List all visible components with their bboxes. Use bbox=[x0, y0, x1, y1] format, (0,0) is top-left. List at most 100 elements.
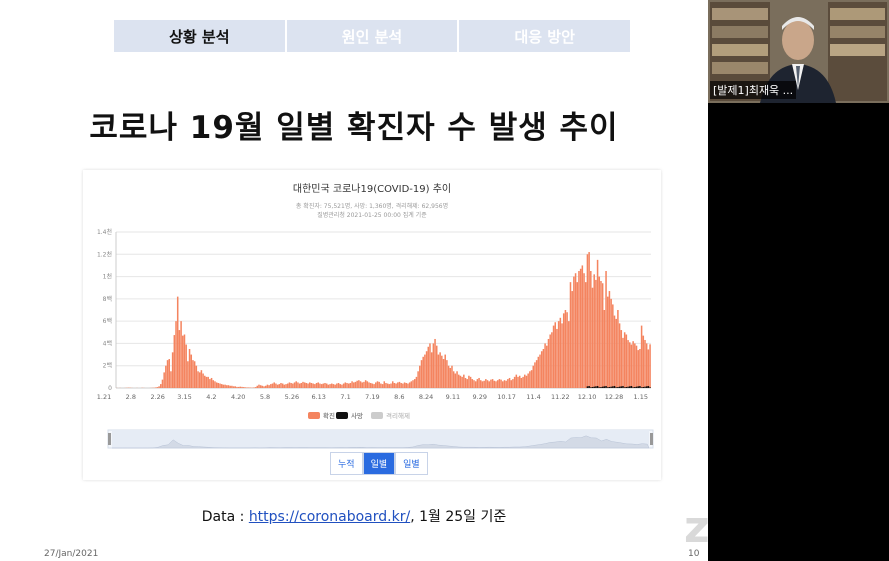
confirmed-bar bbox=[295, 381, 297, 388]
confirmed-bar bbox=[176, 296, 179, 388]
confirmed-bar bbox=[385, 382, 387, 388]
death-bar bbox=[603, 386, 606, 388]
confirmed-bar bbox=[485, 379, 487, 388]
navigator-handle-left bbox=[108, 433, 111, 445]
confirmed-bar bbox=[417, 371, 419, 388]
confirmed-bar bbox=[336, 383, 338, 388]
confirmed-bar bbox=[173, 335, 176, 388]
confirmed-bar bbox=[381, 384, 384, 388]
confirmed-bar bbox=[554, 322, 557, 388]
confirmed-bar bbox=[642, 335, 645, 388]
confirmed-bar bbox=[645, 343, 648, 388]
confirmed-bar bbox=[266, 384, 269, 388]
confirmed-bar bbox=[234, 386, 237, 388]
tab-situation-analysis[interactable]: 상황 분석 bbox=[114, 20, 287, 52]
death-bar bbox=[620, 386, 623, 388]
death-bar bbox=[608, 387, 611, 388]
confirmed-bar bbox=[429, 343, 431, 388]
section-nav: 상황 분석 원인 분석 대응 방안 bbox=[114, 20, 630, 52]
confirmed-bar bbox=[424, 354, 426, 388]
confirmed-bar bbox=[495, 381, 497, 388]
confirmed-bar bbox=[628, 342, 631, 388]
confirmed-bar bbox=[419, 365, 421, 388]
source-link[interactable]: https://coronaboard.kr/ bbox=[248, 509, 411, 525]
y-tick-label: 4백 bbox=[103, 339, 112, 347]
confirmed-bar bbox=[571, 291, 573, 388]
confirmed-bar bbox=[517, 376, 519, 388]
confirmed-bar bbox=[503, 380, 506, 388]
confirmed-bar bbox=[202, 373, 204, 388]
confirmed-bar bbox=[452, 371, 455, 388]
confirmed-bar bbox=[576, 282, 579, 388]
confirmed-bar bbox=[217, 382, 220, 388]
confirmed-bar bbox=[161, 379, 164, 388]
confirmed-bar bbox=[461, 376, 463, 388]
confirmed-bar bbox=[524, 374, 526, 388]
tab-response-plan[interactable]: 대응 방안 bbox=[514, 27, 575, 46]
confirmed-bar bbox=[354, 381, 357, 388]
confirmed-bar bbox=[490, 379, 492, 388]
confirmed-bar bbox=[500, 379, 502, 388]
death-bar bbox=[639, 385, 641, 388]
confirmed-bar bbox=[386, 383, 389, 388]
chart-title: 대한민국 코로나19(COVID-19) 추이 bbox=[293, 183, 451, 195]
y-tick-label: 8백 bbox=[103, 295, 112, 303]
confirmed-bar bbox=[278, 384, 281, 388]
confirmed-bar bbox=[197, 371, 199, 388]
confirmed-bar bbox=[305, 382, 308, 388]
confirmed-bar bbox=[183, 334, 186, 388]
daily-button[interactable]: 일별 bbox=[362, 452, 396, 475]
confirmed-bar bbox=[200, 370, 203, 388]
x-tick-label: 4.20 bbox=[231, 393, 245, 401]
death-bar bbox=[625, 387, 628, 388]
confirmed-bar bbox=[544, 343, 546, 388]
confirmed-bar bbox=[315, 382, 318, 388]
confirmed-bar bbox=[493, 380, 496, 388]
confirmed-bar bbox=[435, 345, 438, 388]
confirmed-bar bbox=[182, 335, 184, 388]
confirmed-bar bbox=[298, 383, 301, 388]
confirmed-bar bbox=[303, 382, 306, 388]
confirmed-bar bbox=[391, 381, 394, 388]
confirmed-bar bbox=[557, 321, 560, 388]
chart-subtitle: 총 확진자: 75,521명, 사망: 1,360명, 격리해제: 62,956… bbox=[296, 202, 448, 210]
confirmed-bar bbox=[649, 344, 651, 388]
confirmed-bar bbox=[559, 317, 562, 388]
confirmed-bar bbox=[539, 354, 541, 388]
cumulative-button[interactable]: 누적 bbox=[330, 452, 363, 475]
confirmed-bar bbox=[261, 385, 264, 388]
confirmed-bar bbox=[481, 381, 484, 388]
weekly-button[interactable]: 일별 bbox=[395, 452, 428, 475]
death-bar bbox=[635, 386, 638, 388]
x-tick-label: 1.15 bbox=[634, 393, 648, 401]
death-bar bbox=[642, 387, 645, 388]
confirmed-bar bbox=[552, 325, 555, 388]
death-bar bbox=[617, 387, 619, 388]
x-tick-label: 7.19 bbox=[365, 393, 379, 401]
confirmed-bar bbox=[573, 276, 575, 388]
confirmed-bar bbox=[236, 386, 238, 388]
x-tick-label: 4.2 bbox=[206, 393, 216, 401]
confirmed-bar bbox=[415, 376, 418, 388]
death-bar bbox=[588, 385, 590, 388]
confirmed-bar bbox=[456, 371, 458, 388]
confirmed-bar bbox=[449, 367, 452, 388]
navigator-handle-right bbox=[650, 433, 653, 445]
chart-navigator[interactable] bbox=[107, 429, 654, 449]
legend-swatch bbox=[336, 412, 348, 419]
participant-video[interactable]: [발제1]최재욱 ... bbox=[708, 0, 889, 103]
confirmed-bar bbox=[474, 381, 477, 388]
confirmed-bar bbox=[486, 380, 489, 388]
confirmed-bar bbox=[349, 382, 352, 388]
confirmed-bar bbox=[329, 384, 331, 388]
confirmed-bar bbox=[242, 387, 245, 388]
confirmed-bar bbox=[271, 383, 274, 388]
confirmed-bar bbox=[513, 376, 516, 388]
confirmed-bar bbox=[515, 374, 518, 388]
tab-cause-analysis[interactable]: 원인 분석 bbox=[287, 20, 460, 52]
confirmed-bar bbox=[254, 387, 257, 388]
confirmed-bar bbox=[324, 382, 326, 388]
confirmed-bar bbox=[625, 334, 628, 388]
confirmed-bar bbox=[170, 371, 172, 388]
confirmed-bar bbox=[647, 349, 650, 388]
